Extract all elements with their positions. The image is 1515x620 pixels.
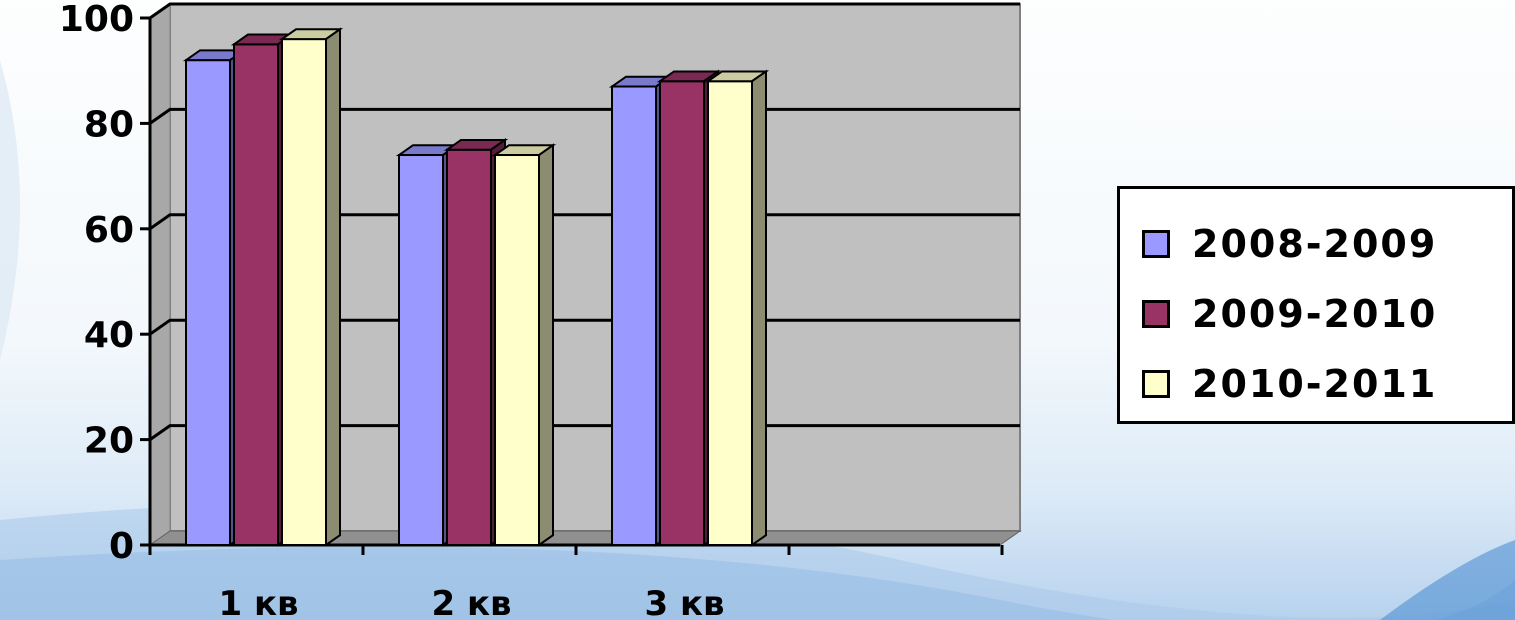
legend-item-2009-2010: 2009-2010 xyxy=(1142,279,1512,349)
gridline xyxy=(149,2,1020,20)
bar-2010-2011-2 кв xyxy=(491,143,557,547)
x-axis-tick-labels: 1 кв 2 кв 3 кв xyxy=(218,584,724,620)
bars xyxy=(182,27,770,547)
bar-side xyxy=(325,27,341,547)
y-tick-label: 20 xyxy=(84,421,134,462)
bar-front xyxy=(707,80,753,547)
bar-2010-2011-3 кв xyxy=(704,69,770,547)
legend-label: 2008-2009 xyxy=(1192,222,1438,266)
x-tick-label: 2 кв xyxy=(431,584,511,620)
y-tick-label: 60 xyxy=(84,210,134,251)
legend-swatch xyxy=(1142,230,1170,258)
legend-swatch xyxy=(1142,370,1170,398)
legend-item-2008-2009: 2008-2009 xyxy=(1142,209,1512,279)
bar-front xyxy=(494,154,540,547)
bar-front xyxy=(398,154,444,547)
bar-front xyxy=(233,43,279,546)
bar-front xyxy=(185,59,231,546)
x-tick-label: 1 кв xyxy=(218,584,298,620)
y-tick-label: 0 xyxy=(109,526,134,567)
y-axis-tick-labels: 0 20 40 60 80 100 xyxy=(59,0,134,567)
legend-swatch xyxy=(1142,300,1170,328)
bar-front xyxy=(659,80,705,547)
bar-side xyxy=(751,69,767,547)
legend-label: 2009-2010 xyxy=(1192,292,1438,336)
legend-item-2010-2011: 2010-2011 xyxy=(1142,349,1512,419)
y-tick-label: 40 xyxy=(84,315,134,356)
bar-front xyxy=(611,85,657,546)
x-tick-label: 3 кв xyxy=(644,584,724,620)
legend: 2008-2009 2009-2010 2010-2011 xyxy=(1117,186,1515,424)
y-tick-label: 100 xyxy=(59,0,134,40)
bar-side xyxy=(538,143,554,547)
legend-label: 2010-2011 xyxy=(1192,362,1438,406)
bar-front xyxy=(446,148,492,546)
y-tick-label: 80 xyxy=(84,104,134,145)
bar-2010-2011-1 кв xyxy=(278,27,344,547)
side-wall xyxy=(149,3,171,546)
bar-front xyxy=(281,38,327,547)
